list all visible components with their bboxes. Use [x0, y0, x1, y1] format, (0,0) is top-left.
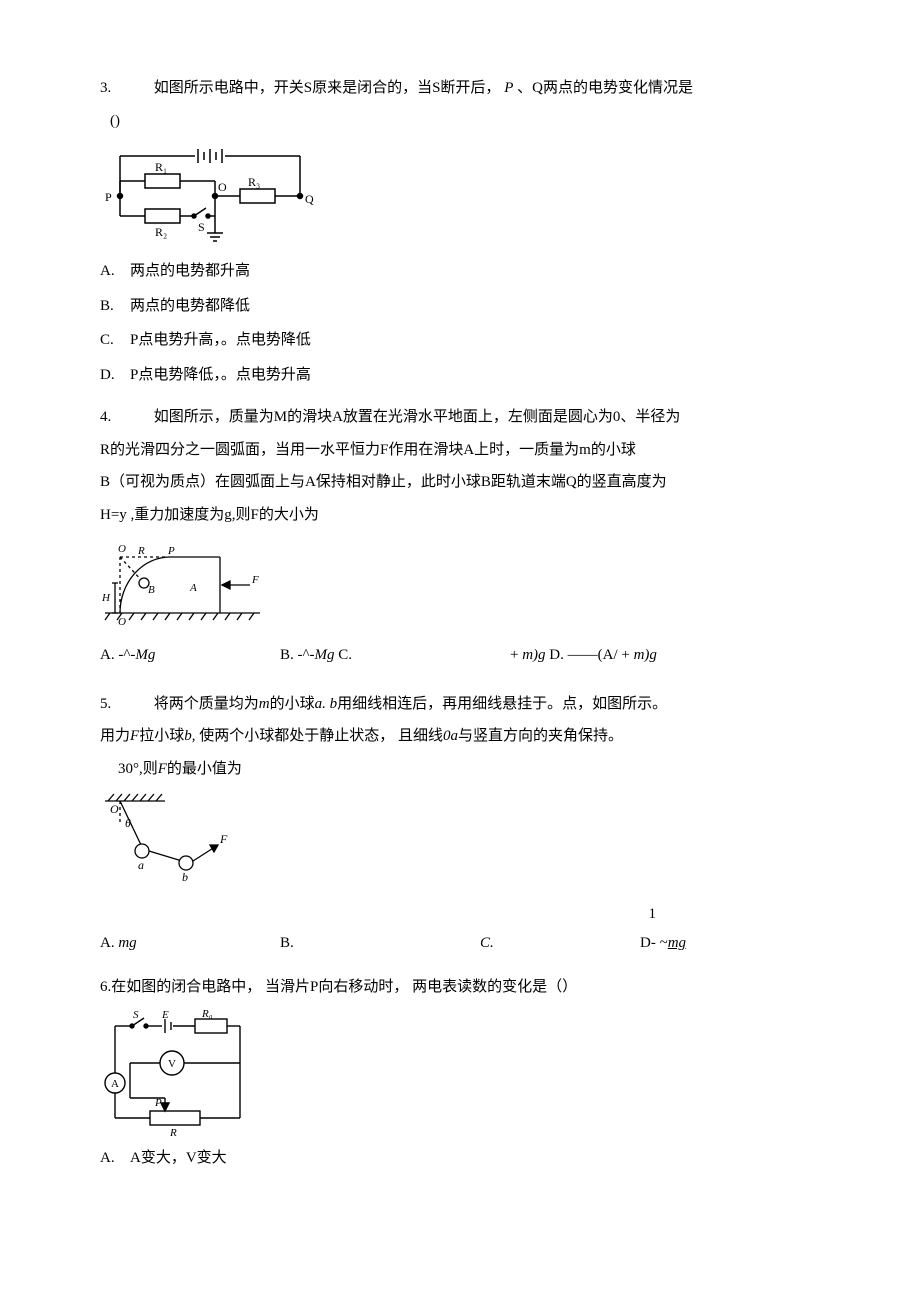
q4-label-O: O [118, 543, 126, 555]
q6-label-A: A [111, 1078, 119, 1090]
q3-label-R2: R₂ [155, 225, 167, 239]
q6-figure: S E R₀ V A P R [100, 1008, 820, 1138]
q6-label-V: V [168, 1058, 176, 1070]
q5-label-theta: θ [125, 816, 131, 830]
q6-label-E: E [161, 1009, 169, 1021]
q3-figure: P R₁ R₂ S O R₃ Q [100, 141, 820, 251]
q6-label-S: S [133, 1009, 139, 1021]
q3-stem-italic: P [504, 80, 513, 96]
q3-label-O: O [218, 180, 227, 194]
q5-line2: 用力F拉小球b, 使两个小球都处于静止状态， 且细线0a与竖直方向的夹角保持。 [100, 722, 820, 751]
q4-label-H: H [101, 592, 111, 604]
q4-label-Q: Q [118, 616, 126, 625]
q4-label-F: F [251, 574, 259, 586]
q3-label-Q: Q [305, 192, 314, 206]
q3-choice-A: A.两点的电势都升高 [100, 257, 820, 286]
q4-line3: B（可视为质点）在圆弧面上与A保持相对静止，此时小球B距轨道末端Q的竖直高度为 [100, 468, 820, 497]
q3-label-R3: R₃ [248, 175, 260, 189]
q4-number: 4. [100, 403, 150, 432]
q3-choice-C: C.P点电势升高，。点电势降低 [100, 326, 820, 355]
q3-stem-text-2: 、Q两点的电势变化情况是 [517, 80, 693, 96]
q4-line1: 4. 如图所示，质量为M的滑块A放置在光滑水平地面上，左侧面是圆心为0、半径为 [100, 403, 820, 432]
q4-label-A: A [189, 582, 197, 594]
q3-number: 3. [100, 74, 150, 103]
q3-label-S: S [198, 220, 205, 234]
q3-paren: () [100, 107, 820, 136]
q3-choice-B: B.两点的电势都降低 [100, 292, 820, 321]
q3-stem: 3. 如图所示电路中，开关S原来是闭合的，当S断开后， P 、Q两点的电势变化情… [100, 74, 820, 103]
q4-figure: O R P B A F H Q [100, 535, 820, 625]
q3-choice-D: D.P点电势降低，。点电势升高 [100, 361, 820, 390]
q6-label-R0: R₀ [201, 1008, 213, 1020]
q4-choices: A. -^-Mg B. -^-Mg C. + m)g D. ——(A/ + m)… [100, 641, 820, 670]
q3-label-R1: R₁ [155, 160, 167, 174]
q5-line3: 30°,则F的最小值为 [100, 755, 820, 784]
q4-label-R: R [137, 545, 145, 557]
q4-line4: H=y ,重力加速度为g,则F的大小为 [100, 501, 820, 530]
q5-line1: 5. 将两个质量均为m的小球a. b用细线相连后，再用细线悬挂于。点，如图所示。 [100, 690, 820, 719]
q4-line2: R的光滑四分之一圆弧面，当用一水平恒力F作用在滑块A上时，一质量为m的小球 [100, 436, 820, 465]
q3-stem-text-1: 如图所示电路中，开关S原来是闭合的，当S断开后， [154, 80, 501, 96]
q3-label-P: P [105, 190, 112, 204]
q5-label-a: a [138, 858, 144, 872]
q6-label-P: P [154, 1097, 162, 1109]
q5-figure: O θ a b F [100, 789, 820, 884]
q6-label-R: R [169, 1127, 177, 1138]
q5-choices: A. mg B. C. 1 D- ~mg [100, 900, 820, 957]
q6-choice-A: A.A变大，V变大 [100, 1144, 820, 1173]
q4-label-P: P [167, 545, 175, 557]
q5-label-F: F [219, 832, 228, 846]
q4-label-B: B [148, 584, 155, 596]
q5-label-O: O [110, 802, 119, 816]
q6-line1: 6.在如图的闭合电路中， 当滑片P向右移动时， 两电表读数的变化是（） [100, 973, 820, 1002]
q5-number: 5. [100, 690, 150, 719]
q5-label-b: b [182, 870, 188, 884]
